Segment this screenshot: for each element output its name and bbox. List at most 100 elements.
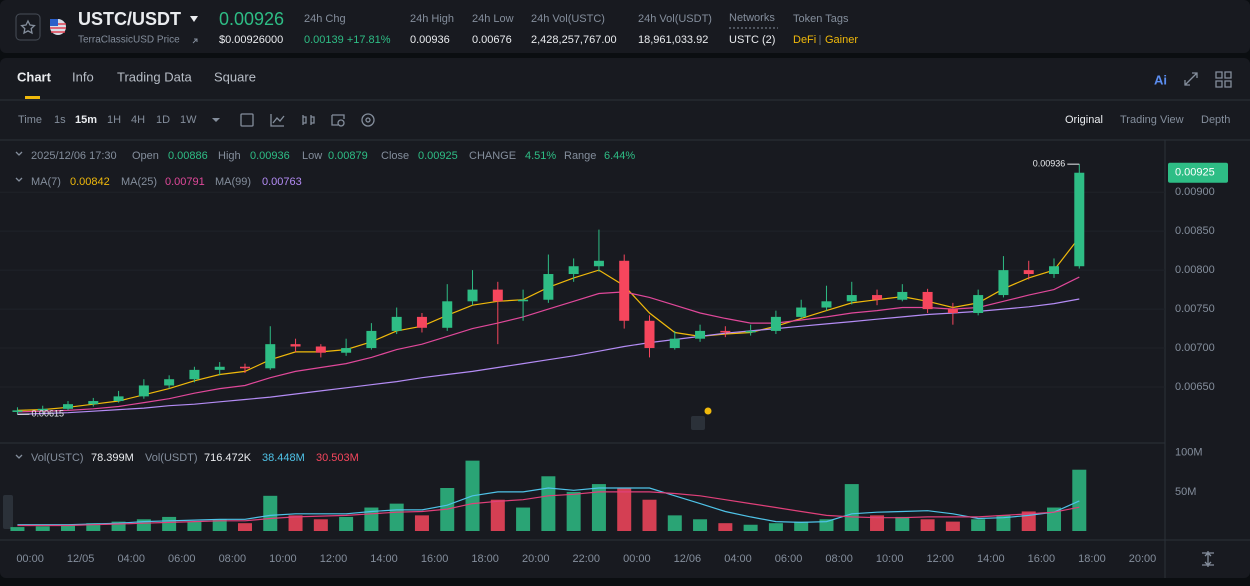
volume-bar	[111, 521, 126, 531]
y-tick-label: 100M	[1175, 447, 1203, 459]
expand-icon[interactable]	[1184, 72, 1198, 86]
candle-body	[442, 301, 453, 328]
candle-type-icon[interactable]	[302, 115, 315, 125]
candle-body	[391, 316, 402, 331]
view-option[interactable]: Depth	[1201, 114, 1230, 126]
candle-body	[1074, 172, 1085, 267]
volume-bar	[313, 519, 328, 531]
interval[interactable]: 4H	[131, 114, 145, 126]
volume-bar	[667, 515, 682, 531]
tab[interactable]: Trading Data	[117, 69, 192, 84]
pair[interactable]: USTC/USDT	[78, 9, 181, 29]
volume-bar	[971, 519, 986, 531]
layout-icon[interactable]	[1215, 71, 1232, 88]
candle-body	[189, 369, 200, 380]
more-intervals[interactable]	[212, 118, 220, 122]
ma-line	[17, 491, 1080, 527]
vol-ma-value: 30.503M	[316, 452, 359, 464]
calendar-icon[interactable]	[240, 113, 254, 127]
scroll-handle[interactable]	[3, 495, 13, 529]
interval[interactable]: Time	[18, 114, 42, 126]
view-option[interactable]: Original	[1065, 114, 1103, 126]
candle-body	[1023, 270, 1034, 275]
ohlc-label: High	[218, 150, 241, 162]
y-tick-label: 0.00700	[1175, 342, 1215, 354]
tab[interactable]: Square	[214, 69, 256, 84]
stat-label: 24h High	[410, 13, 454, 25]
volume-bar	[768, 523, 783, 531]
stat-value: 18,961,033.92	[638, 34, 708, 46]
tab[interactable]: Info	[72, 69, 94, 84]
stat-label[interactable]: Networks	[729, 12, 775, 24]
ohlc-time: 2025/12/06 17:30	[31, 150, 117, 162]
candle-body	[164, 379, 175, 386]
tab[interactable]: Chart	[17, 69, 52, 84]
stat-label: Token Tags	[793, 13, 849, 25]
candle-body	[947, 309, 958, 313]
stat-label: 24h Vol(USDT)	[638, 13, 712, 25]
indicator-icon[interactable]	[270, 114, 285, 127]
template-icon[interactable]	[331, 114, 345, 126]
view-option[interactable]: Trading View	[1120, 114, 1184, 126]
volume-bar	[162, 516, 177, 531]
interval[interactable]: 1D	[156, 114, 170, 126]
ma-label: MA(25)	[121, 176, 157, 188]
interval[interactable]: 1W	[180, 114, 197, 126]
x-tick-label: 00:00	[623, 553, 651, 565]
favorite-button[interactable]	[15, 13, 41, 41]
ohlc-value: 6.44%	[604, 150, 635, 162]
volume-bar	[718, 523, 733, 531]
candle-body	[290, 344, 301, 347]
y-tick-label: 0.00800	[1175, 264, 1215, 276]
x-tick-label: 06:00	[775, 553, 803, 565]
y-tick-label: 0.00750	[1175, 303, 1215, 315]
volume-bar	[1047, 507, 1062, 531]
x-tick-label: 08:00	[825, 553, 853, 565]
candle-body	[467, 289, 478, 302]
candle-body	[821, 301, 832, 308]
ohlc-value: 0.00886	[168, 150, 208, 162]
interval[interactable]: 1H	[107, 114, 121, 126]
ma-value: 0.00791	[165, 176, 205, 188]
volume-bar	[237, 523, 252, 531]
interval[interactable]: 1s	[54, 114, 66, 126]
ohlc-value: 4.51%	[525, 150, 556, 162]
ohlc-label: Range	[564, 150, 596, 162]
last-price-label: 0.00925	[1175, 167, 1215, 179]
volume-bar	[895, 516, 910, 531]
star-icon	[20, 19, 36, 35]
coin-name[interactable]: TerraClassicUSD Price	[78, 35, 180, 46]
x-tick-label: 18:00	[471, 553, 499, 565]
x-tick-label: 14:00	[370, 553, 398, 565]
vol-ma-value: 38.448M	[262, 452, 305, 464]
collapse-icon[interactable]	[15, 454, 23, 459]
ma-label: MA(99)	[215, 176, 251, 188]
y-tick-label: 0.00650	[1175, 381, 1215, 393]
candle-body	[518, 299, 529, 302]
candle-body	[341, 348, 352, 353]
x-tick-label: 04:00	[117, 553, 145, 565]
y-tick-label: 0.00850	[1175, 225, 1215, 237]
fit-axis-icon[interactable]	[1202, 551, 1214, 567]
event-icon[interactable]	[691, 416, 705, 430]
interval[interactable]: 15m	[75, 114, 97, 126]
ohlc-label: CHANGE	[469, 150, 516, 162]
volume-bar	[263, 495, 278, 531]
token-tag[interactable]: Gainer	[825, 34, 858, 46]
volume-bar	[870, 515, 885, 531]
candle-body	[37, 408, 48, 411]
ai-button[interactable]: Ai	[1154, 72, 1167, 87]
collapse-icon[interactable]	[15, 151, 23, 156]
token-tag[interactable]: DeFi	[793, 34, 816, 46]
x-tick-label: 12:00	[320, 553, 348, 565]
candle-body	[973, 295, 984, 313]
pair-dropdown[interactable]	[190, 16, 198, 22]
ma-line	[17, 298, 1080, 415]
candle-body	[922, 291, 933, 310]
candle-body	[315, 346, 326, 353]
price-usd: $0.00926000	[219, 34, 283, 46]
candle-body	[720, 330, 731, 333]
settings-icon[interactable]	[361, 113, 375, 127]
collapse-icon[interactable]	[15, 177, 23, 182]
